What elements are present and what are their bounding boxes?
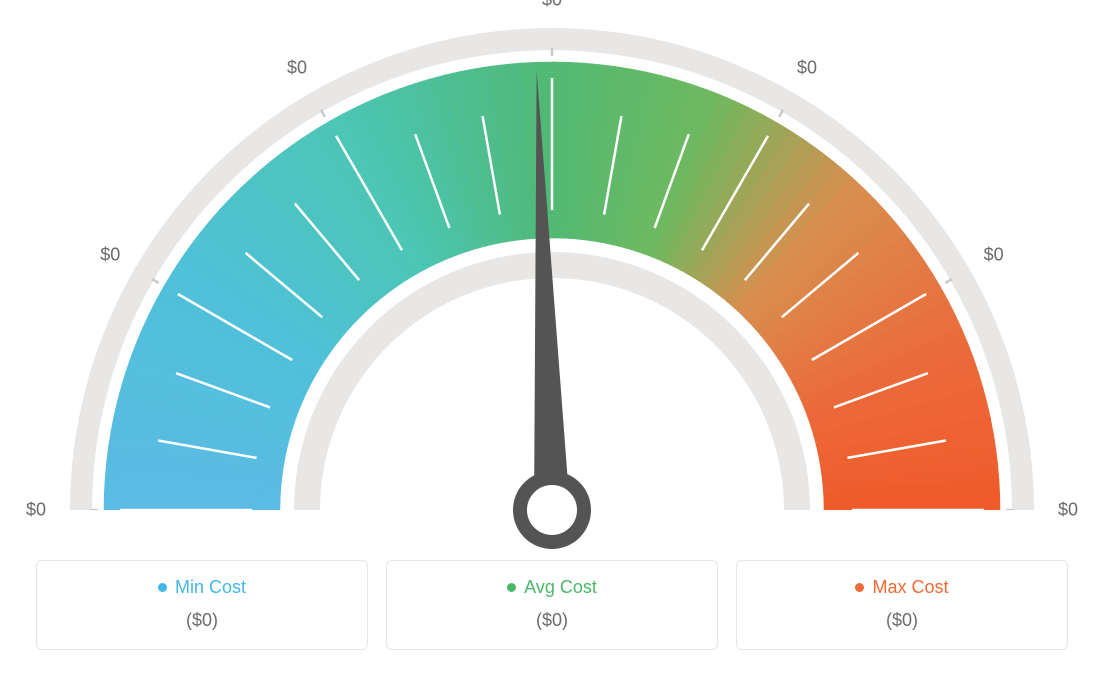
legend-label-max: Max Cost [872,577,948,598]
gauge-area: $0 $0 $0 $0 $0 $0 $0 [0,0,1104,560]
legend-label-avg: Avg Cost [524,577,597,598]
gauge-tick-label: $0 [287,58,307,79]
legend-value-min: ($0) [47,610,357,631]
legend-value-avg: ($0) [397,610,707,631]
legend-top-avg: Avg Cost [397,577,707,598]
dot-min [158,583,167,592]
legend-row: Min Cost ($0) Avg Cost ($0) Max Cost ($0… [0,560,1104,650]
legend-value-max: ($0) [747,610,1057,631]
gauge-tick-label: $0 [797,58,817,79]
gauge-tick-label: $0 [542,0,562,11]
gauge-tick-label: $0 [100,245,120,266]
dot-max [855,583,864,592]
gauge-tick-label: $0 [1058,500,1078,521]
legend-card-min: Min Cost ($0) [36,560,368,650]
dot-avg [507,583,516,592]
legend-card-avg: Avg Cost ($0) [386,560,718,650]
cost-gauge-widget: $0 $0 $0 $0 $0 $0 $0 Min Cost ($0) Avg Cost ($… [0,0,1104,690]
gauge-tick-label: $0 [984,245,1004,266]
legend-card-max: Max Cost ($0) [736,560,1068,650]
legend-top-min: Min Cost [47,577,357,598]
legend-label-min: Min Cost [175,577,246,598]
legend-top-max: Max Cost [747,577,1057,598]
gauge-tick-label: $0 [26,500,46,521]
gauge-svg [0,0,1104,560]
